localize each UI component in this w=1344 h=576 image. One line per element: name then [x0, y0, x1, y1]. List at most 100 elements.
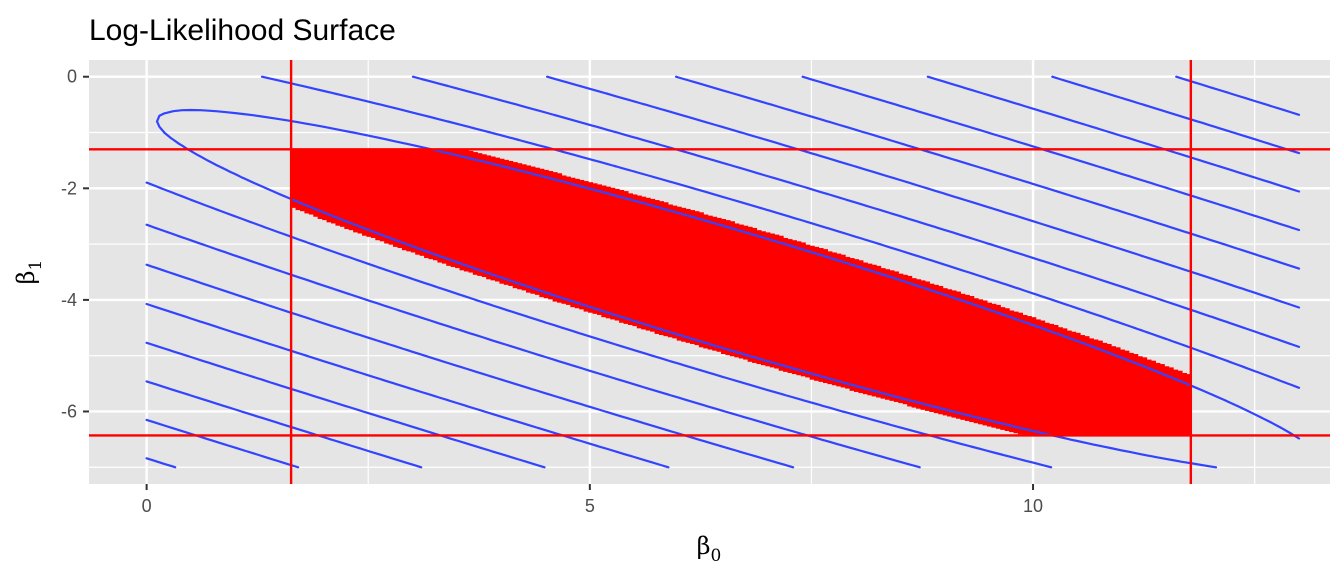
- confidence-region-cell: [1164, 366, 1170, 436]
- confidence-region-cell: [388, 149, 394, 245]
- confidence-region-cell: [960, 293, 966, 420]
- confidence-region-cell: [357, 149, 363, 234]
- confidence-region-cell: [778, 235, 784, 371]
- confidence-region-cell: [947, 289, 953, 417]
- x-tick-label: 5: [585, 496, 595, 516]
- confidence-region-cell: [641, 196, 647, 330]
- confidence-region-cell: [1066, 330, 1072, 436]
- confidence-region-cell: [583, 181, 589, 312]
- confidence-region-cell: [517, 163, 523, 290]
- confidence-region-cell: [344, 149, 350, 230]
- confidence-region-cell: [1128, 352, 1134, 436]
- confidence-region-cell: [1177, 370, 1183, 436]
- confidence-region-cell: [1071, 331, 1077, 436]
- confidence-region-cell: [437, 149, 443, 263]
- confidence-region-cell: [610, 187, 616, 320]
- confidence-region-cell: [459, 149, 465, 271]
- confidence-region-cell: [916, 279, 922, 409]
- confidence-region-cell: [827, 251, 833, 385]
- confidence-region-cell: [734, 223, 740, 358]
- confidence-region-cell: [579, 179, 585, 310]
- confidence-region-cell: [393, 149, 399, 247]
- confidence-region-cell: [530, 166, 536, 294]
- confidence-region-cell: [339, 149, 345, 227]
- confidence-region-cell: [1111, 346, 1117, 436]
- confidence-region-cell: [978, 299, 984, 425]
- confidence-region-cell: [752, 227, 758, 363]
- confidence-region-cell: [565, 176, 571, 305]
- confidence-region-cell: [415, 149, 421, 255]
- confidence-region-cell: [694, 211, 700, 346]
- confidence-region-cell: [721, 219, 727, 355]
- confidence-region-cell: [902, 274, 908, 405]
- confidence-region-cell: [627, 193, 633, 325]
- confidence-region-cell: [1093, 339, 1099, 436]
- confidence-region-cell: [849, 258, 855, 391]
- confidence-region-cell: [366, 149, 372, 237]
- confidence-region-cell: [1004, 308, 1010, 431]
- confidence-region-cell: [893, 271, 899, 402]
- confidence-region-cell: [322, 149, 328, 221]
- contour-line: [155, 108, 1301, 469]
- chart-title: Log-Likelihood Surface: [89, 14, 396, 47]
- confidence-region-cell: [672, 205, 678, 339]
- confidence-region-cell: [955, 291, 961, 419]
- confidence-region-cell: [924, 281, 930, 411]
- confidence-region-cell: [521, 164, 527, 291]
- confidence-region-cell: [743, 225, 749, 360]
- confidence-region-cell: [1009, 310, 1015, 433]
- confidence-region-cell: [384, 149, 390, 244]
- confidence-region-cell: [747, 226, 753, 362]
- confidence-region-cell: [991, 303, 997, 428]
- confidence-region-cell: [1133, 354, 1139, 436]
- confidence-region-cell: [800, 242, 806, 377]
- confidence-region-cell: [477, 153, 483, 276]
- contour-line: [145, 75, 1301, 469]
- confidence-region-cell: [885, 269, 891, 400]
- confidence-region-cell: [512, 162, 518, 289]
- confidence-region-cell: [707, 215, 713, 350]
- confidence-region-cell: [1186, 374, 1192, 436]
- confidence-region-cell: [441, 149, 447, 264]
- confidence-region-cell: [840, 254, 846, 388]
- confidence-region-cell: [663, 202, 669, 337]
- contour-line: [145, 75, 1301, 469]
- confidence-region-cell: [1181, 372, 1187, 436]
- confidence-region-cell: [1035, 319, 1041, 436]
- confidence-region-cell: [1057, 327, 1063, 436]
- confidence-region-cell: [822, 249, 828, 384]
- confidence-region-cell: [845, 256, 851, 389]
- confidence-region-cell: [698, 212, 704, 348]
- confidence-region-cell: [805, 244, 811, 378]
- confidence-region-cell: [596, 184, 602, 315]
- confidence-region-cell: [1088, 338, 1094, 436]
- confidence-region-cell: [330, 149, 337, 224]
- confidence-region-cell: [317, 149, 323, 219]
- confidence-region-cell: [295, 149, 301, 211]
- confidence-region-cell: [1137, 356, 1143, 436]
- confidence-region-cell: [681, 207, 687, 342]
- confidence-region-cell: [867, 263, 873, 396]
- confidence-region-cell: [1031, 317, 1037, 436]
- confidence-region-cell: [379, 149, 385, 242]
- x-tick-label: 0: [142, 496, 152, 516]
- confidence-region-cell: [539, 168, 545, 298]
- confidence-region-cell: [1142, 357, 1148, 436]
- confidence-region-cell: [494, 157, 501, 282]
- confidence-region-cell: [508, 160, 514, 286]
- confidence-region-cell: [964, 294, 970, 421]
- confidence-region-cell: [1146, 359, 1152, 436]
- y-axis-title-symbol: β: [12, 270, 40, 284]
- y-axis-title-group: β1: [12, 260, 46, 285]
- confidence-region-cell: [463, 149, 469, 272]
- confidence-region-cell: [791, 240, 797, 375]
- confidence-region-cell: [526, 165, 532, 293]
- confidence-region-cell: [1106, 343, 1112, 436]
- confidence-region-cell: [632, 194, 638, 327]
- confidence-region-cell: [481, 154, 487, 278]
- confidence-region-cell: [645, 197, 651, 331]
- confidence-region-cell: [432, 149, 438, 261]
- confidence-region-cell: [450, 149, 456, 267]
- confidence-region-cell: [796, 241, 802, 376]
